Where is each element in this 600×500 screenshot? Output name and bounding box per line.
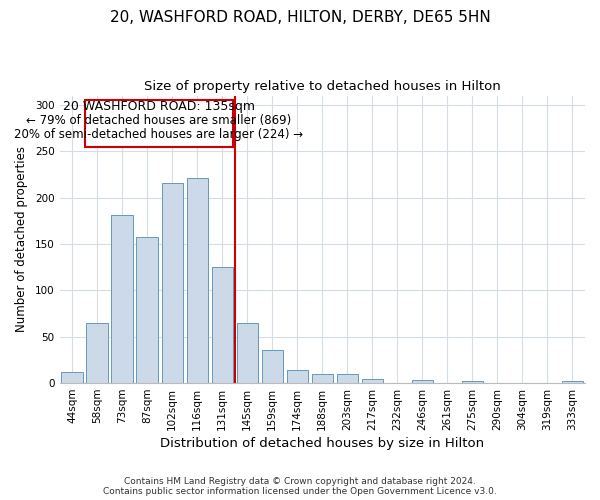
Bar [337, 374, 358, 383]
Bar [161, 182, 183, 383]
Text: 20 WASHFORD ROAD: 135sqm: 20 WASHFORD ROAD: 135sqm [63, 100, 255, 114]
Bar [462, 381, 483, 383]
Bar [362, 380, 383, 383]
Text: Contains HM Land Registry data © Crown copyright and database right 2024.: Contains HM Land Registry data © Crown c… [124, 476, 476, 486]
Text: ← 79% of detached houses are smaller (869): ← 79% of detached houses are smaller (86… [26, 114, 292, 128]
Bar [212, 267, 233, 383]
Bar [61, 372, 83, 383]
Bar [287, 370, 308, 383]
Bar [187, 178, 208, 383]
Bar [236, 323, 258, 383]
Text: 20% of semi-detached houses are larger (224) →: 20% of semi-detached houses are larger (… [14, 128, 304, 141]
Bar [136, 238, 158, 383]
Text: 20, WASHFORD ROAD, HILTON, DERBY, DE65 5HN: 20, WASHFORD ROAD, HILTON, DERBY, DE65 5… [110, 10, 490, 25]
Title: Size of property relative to detached houses in Hilton: Size of property relative to detached ho… [144, 80, 500, 93]
X-axis label: Distribution of detached houses by size in Hilton: Distribution of detached houses by size … [160, 437, 484, 450]
Bar [262, 350, 283, 383]
Bar [562, 381, 583, 383]
Bar [112, 215, 133, 383]
Bar [412, 380, 433, 383]
Text: Contains public sector information licensed under the Open Government Licence v3: Contains public sector information licen… [103, 486, 497, 496]
Y-axis label: Number of detached properties: Number of detached properties [15, 146, 28, 332]
Bar [311, 374, 333, 383]
Bar [86, 323, 108, 383]
